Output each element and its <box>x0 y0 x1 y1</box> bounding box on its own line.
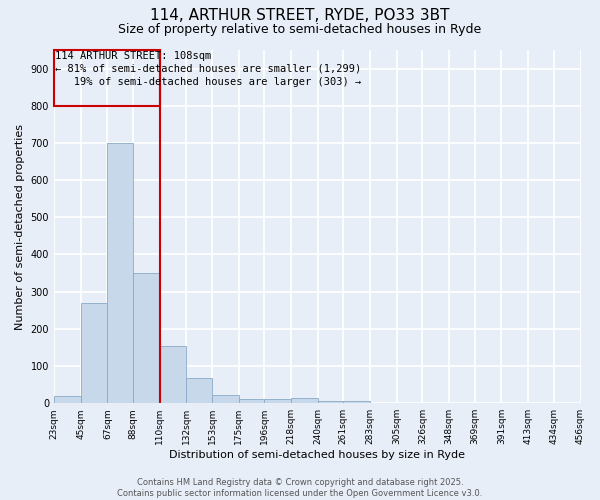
Bar <box>187 378 212 403</box>
Bar <box>80 303 107 403</box>
Bar <box>160 346 187 403</box>
Y-axis label: Number of semi-detached properties: Number of semi-detached properties <box>15 124 25 330</box>
X-axis label: Distribution of semi-detached houses by size in Ryde: Distribution of semi-detached houses by … <box>169 450 465 460</box>
Bar <box>107 143 133 403</box>
Bar <box>133 273 160 403</box>
Bar <box>239 399 265 403</box>
Text: 114 ARTHUR STREET: 108sqm
← 81% of semi-detached houses are smaller (1,299)
   1: 114 ARTHUR STREET: 108sqm ← 81% of semi-… <box>55 50 361 87</box>
Bar <box>291 398 318 403</box>
Bar <box>212 395 239 403</box>
Text: 114, ARTHUR STREET, RYDE, PO33 3BT: 114, ARTHUR STREET, RYDE, PO33 3BT <box>150 8 450 22</box>
Text: Size of property relative to semi-detached houses in Ryde: Size of property relative to semi-detach… <box>118 22 482 36</box>
Bar <box>265 399 291 403</box>
Text: Contains HM Land Registry data © Crown copyright and database right 2025.
Contai: Contains HM Land Registry data © Crown c… <box>118 478 482 498</box>
Bar <box>318 400 343 403</box>
Bar <box>54 50 160 106</box>
Bar <box>54 396 80 403</box>
Bar <box>343 402 370 403</box>
